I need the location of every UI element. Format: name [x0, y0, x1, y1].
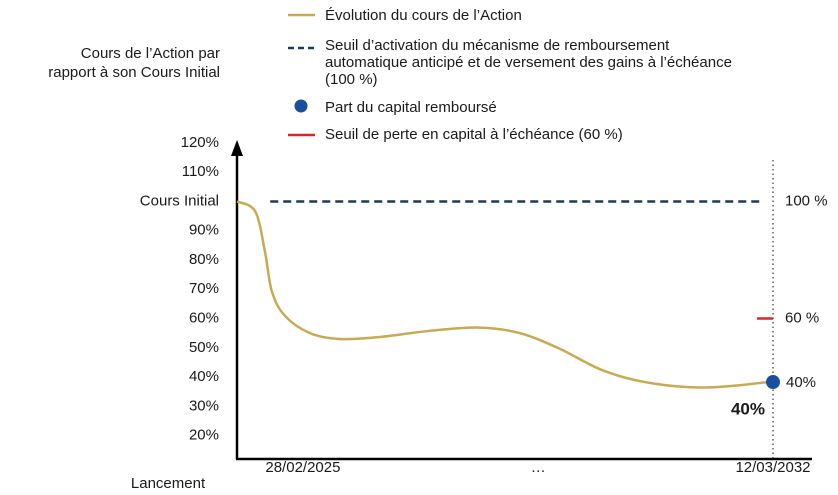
y-tick-label: 110%	[182, 163, 219, 180]
y-tick-label: 120%	[181, 134, 219, 151]
legend-label: Part du capital remboursé	[325, 99, 497, 116]
legend-label: automatique anticipé et de versement des…	[325, 54, 732, 71]
y-tick-label: Cours Initial	[140, 192, 219, 209]
y-tick-label: 50%	[189, 339, 219, 356]
legend-label: Seuil de perte en capital à l’échéance (…	[325, 126, 623, 143]
legend-label: Évolution du cours de l’Action	[325, 7, 522, 24]
x-tick-label: 12/03/2032	[735, 459, 810, 476]
x-tick-label: 28/02/2025	[265, 459, 340, 476]
legend-label: (100 %)	[325, 71, 378, 88]
y-axis-label: rapport à son Cours Initial	[48, 64, 220, 81]
x-tick-label: Lancement	[131, 475, 206, 492]
repaid-dot	[766, 375, 780, 390]
y-axis-arrow	[231, 140, 243, 156]
final-label: 40%	[731, 400, 765, 419]
y-tick-label: 30%	[189, 397, 219, 414]
barrier-label: 60 %	[785, 309, 819, 326]
y-tick-label: 80%	[189, 251, 219, 268]
y-tick-label: 60%	[189, 309, 219, 326]
autocall-label: 100 %	[785, 192, 828, 209]
y-tick-label: 90%	[189, 222, 219, 239]
legend-dot	[294, 99, 308, 113]
y-tick-label: 20%	[189, 427, 219, 444]
legend-label: Seuil d’activation du mécanisme de rembo…	[325, 37, 670, 54]
y-tick-label: 40%	[189, 368, 219, 385]
price-line	[236, 200, 774, 389]
y-tick-label: 70%	[189, 280, 219, 297]
y-axis-label: Cours de l’Action par	[81, 45, 220, 62]
repaid-label: 40%	[786, 374, 816, 391]
x-tick-label: …	[531, 459, 546, 476]
